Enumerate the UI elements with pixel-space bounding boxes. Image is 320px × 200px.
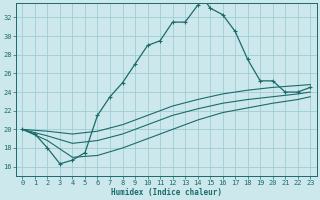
X-axis label: Humidex (Indice chaleur): Humidex (Indice chaleur) [111, 188, 222, 197]
